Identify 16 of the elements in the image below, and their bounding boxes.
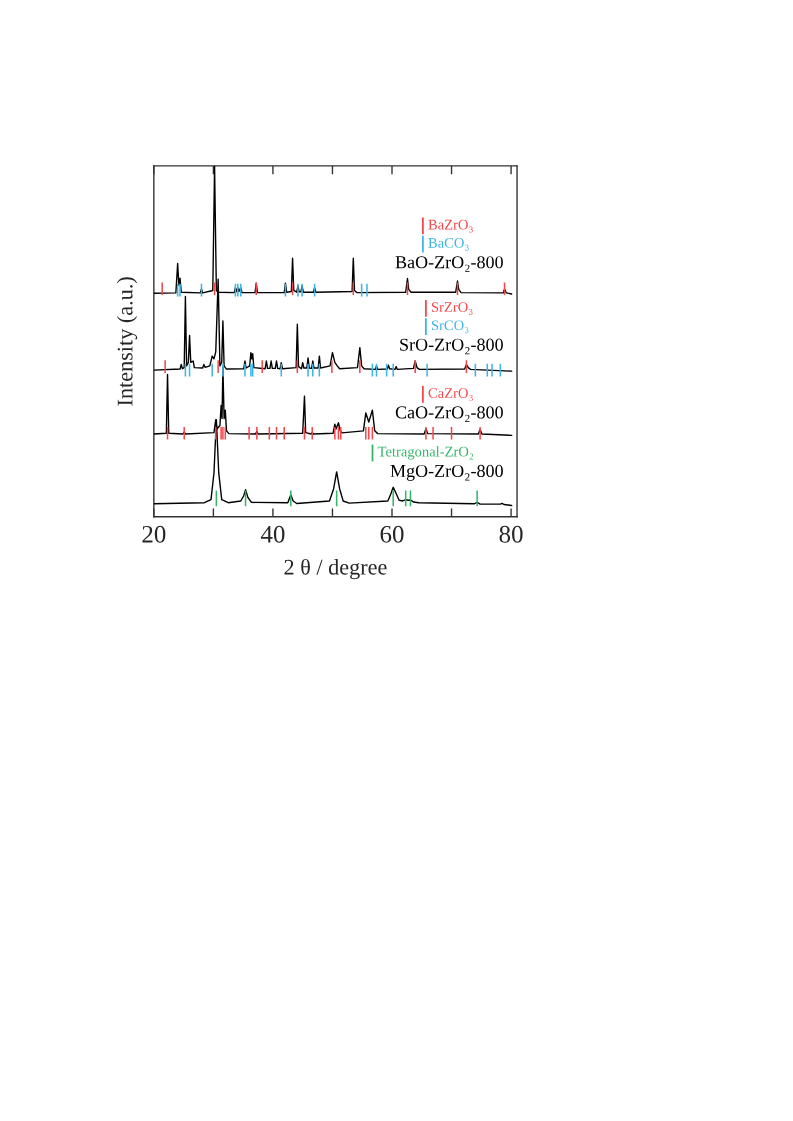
legend-label: SrZrO₃ bbox=[431, 302, 473, 315]
legend-label: BaZrO₃ bbox=[428, 219, 473, 233]
legend-label: CaZrO₃ bbox=[428, 388, 473, 401]
legend-label: BaCO₃ bbox=[428, 238, 469, 251]
y-axis-title: Intensity (a.u.) bbox=[116, 277, 138, 406]
x-axis-title: 2 θ / degree bbox=[284, 558, 387, 580]
series-label: SrO-ZrO₂-800 bbox=[400, 338, 503, 355]
legend-label: SrCO₃ bbox=[431, 320, 469, 334]
series-label: MgO-ZrO₂-800 bbox=[390, 464, 503, 481]
x-tick-label: 20 bbox=[142, 525, 166, 543]
legend-label: Tetragonal-ZrO₂ bbox=[377, 446, 474, 460]
x-tick-label: 40 bbox=[260, 525, 285, 543]
x-tick-label: 80 bbox=[499, 525, 523, 543]
series-label: BaO-ZrO₂-800 bbox=[395, 256, 503, 272]
series-label: CaO-ZrO₂-800 bbox=[395, 406, 503, 422]
x-tick-label: 60 bbox=[380, 525, 404, 543]
